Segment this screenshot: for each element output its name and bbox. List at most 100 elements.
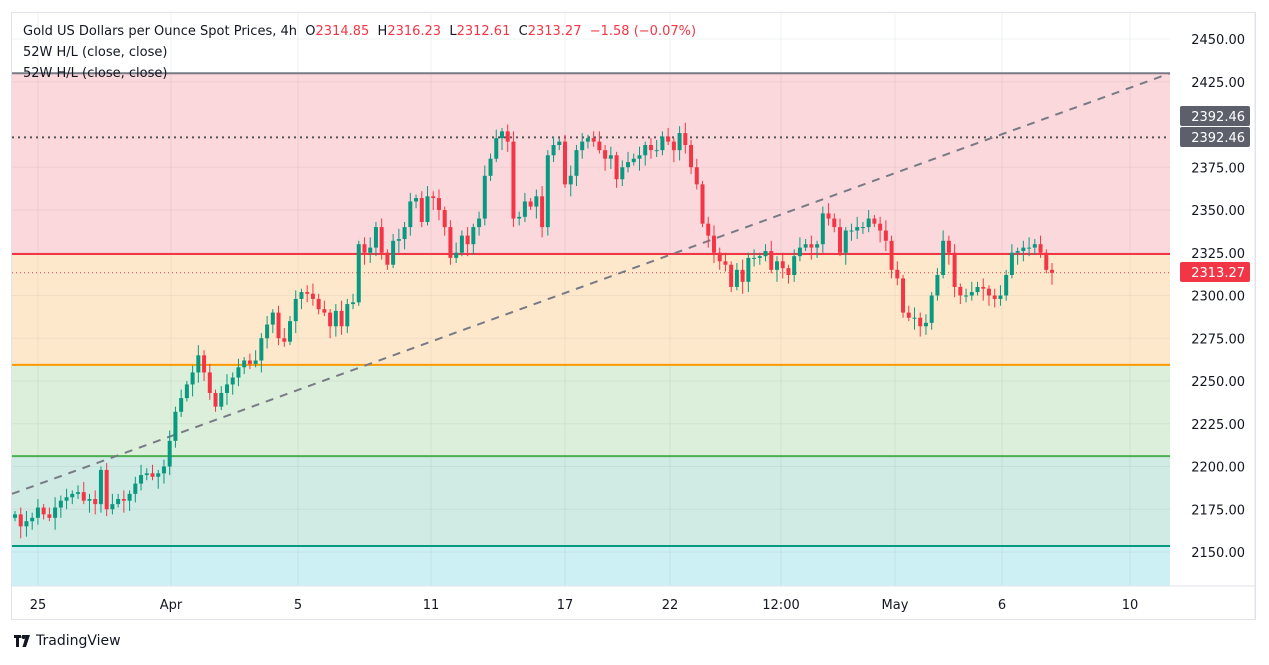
candle — [643, 141, 648, 166]
candle-body — [133, 483, 138, 494]
band-teal — [12, 456, 1170, 547]
candle — [442, 206, 447, 236]
band-peach — [12, 253, 1170, 365]
x-tick-label: 22 — [662, 598, 679, 613]
indicator-legend-1[interactable]: 52W H/L (close, close) — [23, 45, 168, 60]
candle-body — [431, 196, 436, 199]
candle — [328, 309, 333, 339]
candle — [87, 493, 92, 513]
candle — [952, 244, 957, 298]
candle — [265, 316, 270, 349]
candle — [597, 131, 602, 154]
candle — [47, 507, 52, 522]
candle-body — [213, 392, 218, 407]
x-tick-label: 11 — [423, 598, 440, 613]
candle — [626, 151, 631, 173]
candle-body — [310, 293, 315, 299]
candle — [419, 191, 424, 228]
candle — [545, 150, 550, 236]
candle — [351, 293, 356, 310]
candle-body — [356, 244, 361, 303]
candle-body — [711, 235, 716, 253]
candle-body — [631, 158, 636, 163]
candle — [305, 285, 310, 303]
candle — [683, 122, 688, 154]
candle-body — [568, 175, 573, 185]
candle — [339, 300, 344, 335]
indicator-legend-2[interactable]: 52W H/L (close, close) — [23, 66, 168, 81]
candle — [729, 261, 734, 293]
candle — [184, 381, 189, 402]
brand-name: TradingView — [36, 633, 121, 649]
open-value: 2314.85 — [315, 24, 370, 39]
candle-body — [116, 498, 121, 505]
candle — [786, 264, 791, 284]
candle — [505, 124, 510, 152]
x-tick-label: 5 — [294, 598, 302, 613]
candle-body — [941, 240, 946, 275]
candle-body — [883, 230, 888, 241]
candle-body — [488, 158, 493, 176]
candle-body — [683, 133, 688, 146]
candle — [24, 510, 29, 537]
candle — [173, 406, 178, 448]
candle-body — [752, 257, 757, 259]
candle — [895, 261, 900, 286]
candle — [637, 146, 642, 171]
candle-body — [895, 269, 900, 279]
candle — [981, 278, 986, 301]
candle-body — [1009, 252, 1014, 275]
candle — [35, 498, 40, 525]
candle-body — [998, 295, 1003, 299]
candle-body — [76, 492, 81, 494]
candle-body — [13, 514, 17, 518]
candle — [992, 288, 997, 308]
candle — [522, 192, 527, 222]
candle — [316, 293, 321, 315]
candle-body — [41, 507, 46, 515]
candle-body — [734, 269, 739, 287]
candle — [580, 133, 585, 159]
candle — [860, 221, 865, 234]
candle-body — [173, 411, 178, 441]
tradingview-logo[interactable]: TradingView — [14, 633, 121, 649]
y-tick-label: 2450.00 — [1191, 33, 1245, 48]
candle — [774, 256, 779, 282]
candle — [866, 210, 871, 233]
candle-body — [620, 167, 625, 180]
candle-body — [603, 150, 608, 159]
candle — [396, 228, 401, 253]
candle-body — [242, 360, 247, 368]
candle — [620, 160, 625, 187]
candle — [482, 165, 487, 226]
candle — [213, 389, 218, 412]
candle-body — [986, 288, 991, 296]
candle — [666, 127, 671, 146]
candle-body — [889, 240, 894, 270]
candle-body — [906, 312, 911, 318]
candle — [402, 221, 407, 250]
candle — [792, 249, 797, 282]
candle-body — [333, 310, 338, 327]
candle — [190, 365, 195, 397]
candle-body — [717, 252, 722, 262]
candle — [385, 249, 390, 270]
candle — [923, 314, 928, 335]
candle-body — [465, 235, 470, 245]
candle-body — [740, 269, 745, 282]
candle-body — [689, 145, 694, 168]
candle — [356, 240, 361, 306]
candle-body — [694, 167, 699, 185]
candle — [202, 350, 207, 381]
candle — [769, 240, 774, 274]
candle-body — [981, 286, 986, 289]
candle — [18, 507, 23, 539]
candle-body — [580, 141, 585, 151]
candle-body — [975, 286, 980, 293]
candle-body — [591, 138, 596, 142]
candle-body — [1050, 269, 1054, 273]
candle-body — [923, 322, 928, 327]
candle — [322, 300, 327, 317]
candle-body — [929, 295, 934, 323]
